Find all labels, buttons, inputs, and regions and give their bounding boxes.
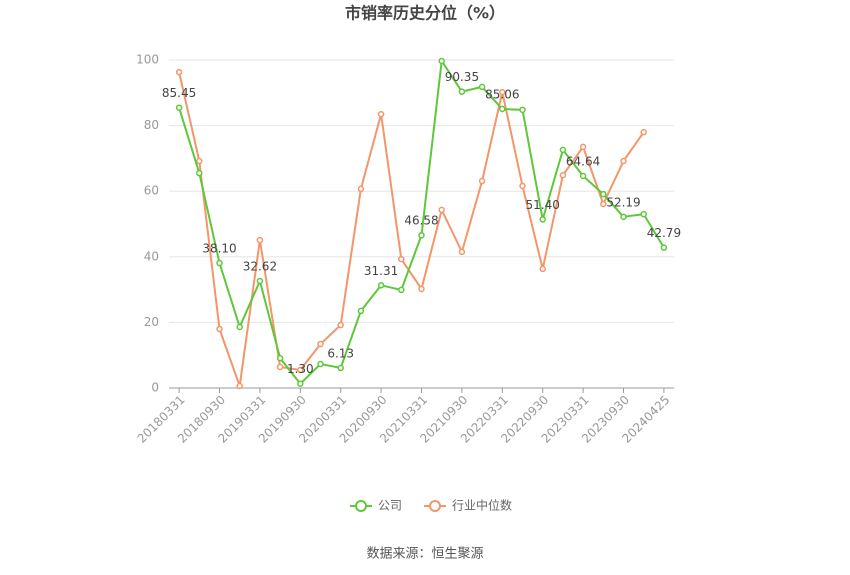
point xyxy=(418,285,425,293)
point xyxy=(478,177,486,185)
point xyxy=(559,146,567,154)
legend-label: 公司 xyxy=(378,499,402,513)
data-label: 6.13 xyxy=(327,346,354,360)
point xyxy=(357,307,365,315)
point xyxy=(377,282,385,289)
point xyxy=(276,354,284,362)
point xyxy=(317,360,324,368)
point xyxy=(216,259,223,267)
point xyxy=(398,255,405,263)
data-label: 32.62 xyxy=(243,260,277,274)
data-label: 64.64 xyxy=(566,154,600,168)
data-label: 31.31 xyxy=(364,264,398,278)
point xyxy=(579,172,587,180)
chart-title: 市销率历史分位（%） xyxy=(345,4,505,23)
data-label: 38.10 xyxy=(202,242,236,256)
legend-marker xyxy=(429,500,442,512)
point xyxy=(579,143,587,151)
point xyxy=(398,286,405,294)
point xyxy=(438,57,445,65)
data-label: 42.79 xyxy=(647,226,681,240)
point xyxy=(337,321,344,329)
point xyxy=(196,169,203,177)
point xyxy=(256,236,264,244)
point xyxy=(660,244,668,251)
point xyxy=(640,128,647,136)
point xyxy=(640,210,647,218)
point xyxy=(478,83,486,91)
data-label: 85.06 xyxy=(485,88,519,102)
point xyxy=(539,265,546,273)
point xyxy=(519,106,526,114)
point xyxy=(175,68,183,76)
point xyxy=(519,182,526,190)
point xyxy=(377,110,385,118)
point xyxy=(317,340,324,348)
point xyxy=(297,366,304,374)
point xyxy=(539,216,546,223)
data-label: 51.40 xyxy=(526,198,560,212)
legend-label: 行业中位数 xyxy=(452,498,512,513)
source: 数据来源：恒生聚源 xyxy=(366,547,483,562)
data-label: 46.58 xyxy=(404,214,438,228)
point xyxy=(175,104,183,111)
point xyxy=(236,323,243,331)
point xyxy=(418,231,425,239)
data-label: 85.45 xyxy=(162,86,196,100)
point xyxy=(600,190,607,198)
point xyxy=(357,185,365,193)
point xyxy=(559,171,567,179)
y-tick-label: 60 xyxy=(144,184,159,198)
point xyxy=(236,382,243,390)
point xyxy=(438,206,445,214)
y-tick-label: 20 xyxy=(144,315,159,329)
point xyxy=(499,105,506,113)
y-tick-label: 0 xyxy=(151,381,159,395)
point xyxy=(297,380,304,387)
point xyxy=(458,88,466,95)
point xyxy=(600,200,607,208)
point xyxy=(196,157,203,165)
legend-marker xyxy=(355,500,367,512)
data-label: 52.19 xyxy=(606,195,640,209)
y-tick-label: 100 xyxy=(136,53,159,67)
y-tick-label: 80 xyxy=(144,118,159,132)
data-label: 1.30 xyxy=(287,362,314,376)
point xyxy=(499,88,506,96)
point xyxy=(337,364,344,372)
point xyxy=(458,248,466,256)
point xyxy=(276,363,284,371)
point xyxy=(256,277,264,285)
series-line xyxy=(178,71,645,387)
point xyxy=(620,157,627,165)
point xyxy=(216,325,223,333)
point xyxy=(620,213,627,221)
data-label: 90.35 xyxy=(445,70,479,84)
y-tick-label: 40 xyxy=(144,249,159,263)
